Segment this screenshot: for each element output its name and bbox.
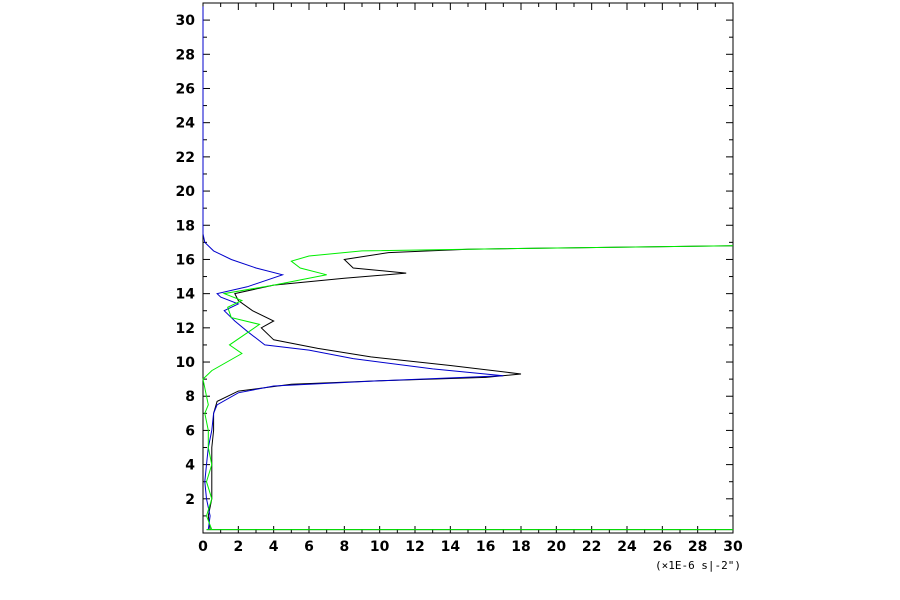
x-unit-label: (×1E-6 s|-2"): [655, 559, 741, 572]
x-tick-labels: 0 2 4 6 8 10 12 14 16 18 20 22 24 26 28 30: [198, 539, 743, 555]
y-tick-label: 4: [185, 458, 195, 474]
x-tick-label: 0: [198, 539, 208, 555]
x-tick-label: 26: [653, 539, 672, 555]
series-layer: [202, 6, 734, 531]
x-tick-label: 16: [476, 539, 495, 555]
y-tick-label: 22: [176, 150, 195, 166]
x-tick-label: 24: [617, 539, 637, 555]
y-tick-label: 10: [176, 355, 196, 371]
x-tick-label: 20: [547, 539, 567, 555]
y-tick-label: 14: [176, 287, 196, 303]
x-tick-label: 8: [339, 539, 349, 555]
series-line-1: [206, 245, 734, 531]
y-tick-label: 20: [176, 184, 196, 200]
y-tick-label: 6: [185, 423, 195, 439]
y-tick-label: 8: [185, 389, 195, 405]
y-tick-label: 12: [176, 321, 195, 337]
axis-ticks: [202, 2, 734, 533]
x-tick-label: 28: [688, 539, 707, 555]
x-tick-label: 12: [405, 539, 424, 555]
y-tick-label: 24: [176, 116, 196, 132]
x-tick-label: 10: [370, 539, 390, 555]
y-tick-label: 18: [176, 218, 195, 234]
y-tick-label: 26: [176, 81, 195, 97]
plot-frame: [202, 2, 734, 534]
series-line-2: [202, 6, 504, 530]
x-tick-label: 18: [511, 539, 530, 555]
x-tick-label: 6: [304, 539, 314, 555]
y-tick-label: 2: [185, 492, 195, 508]
x-tick-label: 22: [582, 539, 601, 555]
x-tick-label: 4: [269, 539, 279, 555]
y-tick-label: 16: [176, 252, 195, 268]
x-tick-label: 30: [723, 539, 743, 555]
x-tick-label: 2: [233, 539, 243, 555]
y-tick-label: 28: [176, 47, 195, 63]
x-tick-label: 14: [441, 539, 461, 555]
y-tick-label: 30: [176, 13, 196, 29]
series-line-3: [202, 245, 734, 531]
